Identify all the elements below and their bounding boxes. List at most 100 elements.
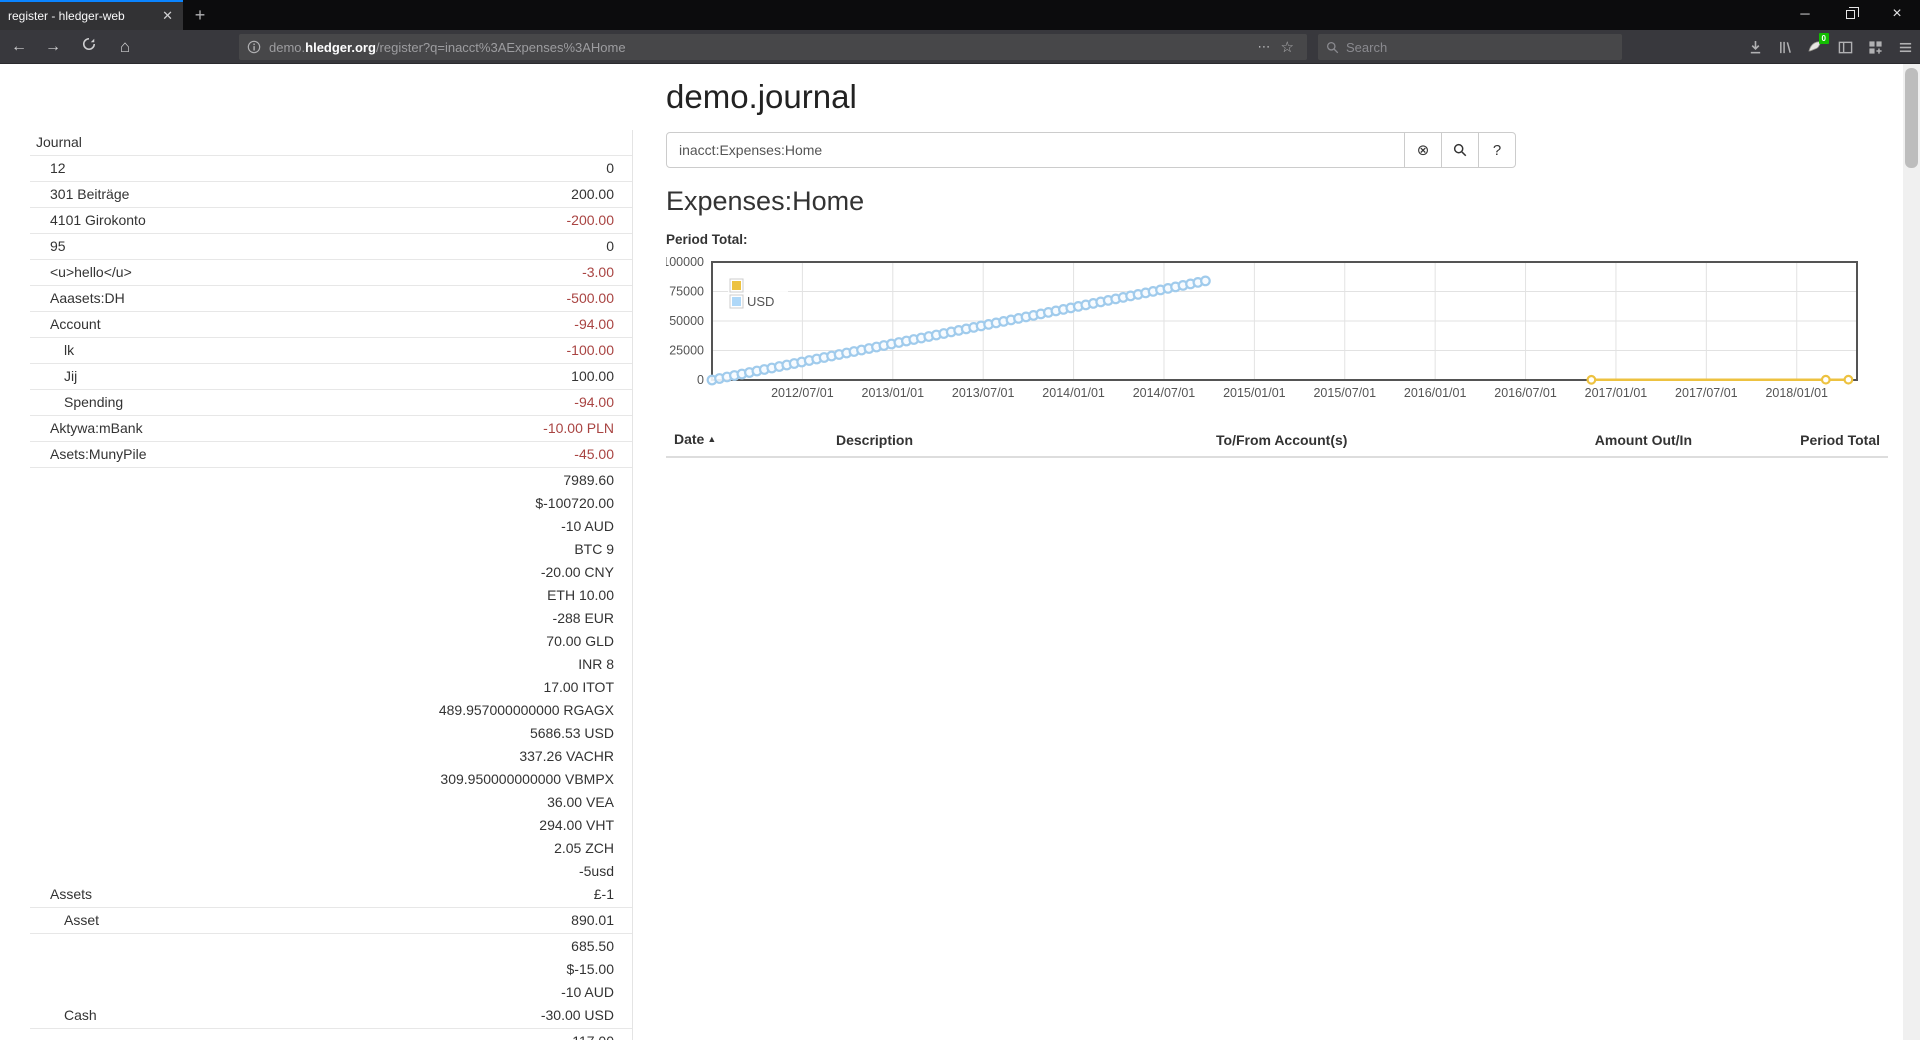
account-balance: 200.00 xyxy=(571,186,614,202)
account-balance: 100.00 xyxy=(571,368,614,384)
sidebar-account-row[interactable]: Assets 7989.60 $-100720.00 -10 AUD BTC 9 -20.… xyxy=(30,467,632,907)
account-link[interactable]: Aaasets:DH xyxy=(50,290,125,306)
svg-text:2016/07/01: 2016/07/01 xyxy=(1494,386,1557,400)
site-info-icon[interactable] xyxy=(247,40,261,54)
sidebar-account-row[interactable]: Account -94.00 xyxy=(30,311,632,337)
account-link[interactable]: 4101 Girokonto xyxy=(50,212,146,228)
sidebar-toggle-button[interactable] xyxy=(1830,35,1860,59)
scrollbar-thumb[interactable] xyxy=(1905,68,1918,168)
forward-button[interactable]: → xyxy=(45,38,61,55)
col-period-total[interactable]: Period Total xyxy=(1700,424,1888,458)
col-amount[interactable]: Amount Out/In xyxy=(1450,424,1700,458)
account-link[interactable]: Assets xyxy=(50,886,93,902)
svg-text:2013/01/01: 2013/01/01 xyxy=(862,386,925,400)
tab-close-icon[interactable]: ✕ xyxy=(162,8,173,23)
back-button[interactable]: ← xyxy=(11,38,27,55)
browser-search-field[interactable]: Search xyxy=(1318,34,1622,60)
page-scrollbar[interactable] xyxy=(1903,64,1920,1040)
account-link[interactable]: Cash xyxy=(64,1007,97,1023)
new-tab-button[interactable]: + xyxy=(194,5,206,25)
sidebar-account-row[interactable]: Aaasets:DH -500.00 xyxy=(30,285,632,311)
account-balance: -10.00 PLN xyxy=(543,420,614,436)
help-label: ? xyxy=(1492,141,1502,159)
svg-text:100000: 100000 xyxy=(666,255,704,269)
sidebar-account-row[interactable]: Spending -94.00 xyxy=(30,389,632,415)
period-total-label: Period Total: xyxy=(666,232,748,247)
sidebar-account-row[interactable]: Jij 100.00 xyxy=(30,363,632,389)
account-link[interactable]: <u>hello</u> xyxy=(50,264,132,280)
browser-navbar: ← → ⌂ demo.hledger.org/register?q=inacct… xyxy=(0,30,1920,64)
browser-tab[interactable]: register - hledger-web ✕ xyxy=(0,0,183,30)
account-link[interactable]: Aktywa:mBank xyxy=(50,420,143,436)
sidebar-journal-row[interactable]: Journal xyxy=(30,130,632,155)
sidebar-account-row[interactable]: lk -100.00 xyxy=(30,337,632,363)
sidebar-account-row[interactable]: 4101 Girokonto -200.00 xyxy=(30,207,632,233)
svg-text:USD: USD xyxy=(747,294,774,309)
col-description[interactable]: Description xyxy=(828,424,1208,458)
account-balance: -3.00 xyxy=(582,264,614,280)
downloads-button[interactable] xyxy=(1740,35,1770,59)
download-icon xyxy=(1750,40,1760,53)
svg-text:75000: 75000 xyxy=(669,285,704,299)
apps-grid-button[interactable] xyxy=(1860,35,1890,59)
search-submit-button[interactable] xyxy=(1441,132,1479,168)
journal-link[interactable]: Journal xyxy=(36,134,82,150)
svg-text:2012/07/01: 2012/07/01 xyxy=(771,386,834,400)
menu-button[interactable] xyxy=(1890,35,1920,59)
sidebar-account-row[interactable]: 301 Beiträge 200.00 xyxy=(30,181,632,207)
url-text[interactable]: demo.hledger.org/register?q=inacct%3AExp… xyxy=(269,39,626,55)
sidebar-account-row[interactable]: <u>hello</u> -3.00 xyxy=(30,259,632,285)
account-link[interactable]: 301 Beiträge xyxy=(50,186,130,202)
library-button[interactable] xyxy=(1770,35,1800,59)
sidebar-account-row[interactable]: Asets:MunyPile -45.00 xyxy=(30,441,632,467)
page-actions-icon[interactable]: ⋯ xyxy=(1257,39,1271,54)
account-balance: -500.00 xyxy=(566,290,614,306)
tab-title: register - hledger-web xyxy=(8,9,125,23)
help-button[interactable]: ? xyxy=(1478,132,1516,168)
period-total-chart: 0 25000 50000 75000 100000 2012/07/01 2013/01/… xyxy=(662,250,1888,407)
sidebar-account-row[interactable]: Aktywa:mBank -10.00 PLN xyxy=(30,415,632,441)
account-link[interactable]: Account xyxy=(50,316,101,332)
clear-search-button[interactable]: ⊗ xyxy=(1404,132,1442,168)
query-input[interactable] xyxy=(666,132,1405,168)
col-date[interactable]: Date ▲ xyxy=(666,424,828,458)
sidebar-toggle-icon xyxy=(1838,41,1852,53)
account-link[interactable]: Asset xyxy=(64,912,100,928)
period-total-chart-svg: 0 25000 50000 75000 100000 2012/07/01 2013/01/… xyxy=(662,255,1858,400)
search-form: ⊗ ? xyxy=(666,132,1516,168)
close-button[interactable]: × xyxy=(1892,5,1902,22)
account-link[interactable]: 12 xyxy=(50,160,66,176)
account-link[interactable]: Asets:MunyPile xyxy=(50,446,147,462)
restore-button[interactable] xyxy=(1833,0,1867,30)
minimize-button[interactable]: ─ xyxy=(1800,6,1810,21)
bookmark-star-icon[interactable]: ☆ xyxy=(1280,39,1294,56)
account-balance: 0 xyxy=(606,238,614,254)
svg-text:2018/01/01: 2018/01/01 xyxy=(1765,386,1828,400)
sidebar-account-row[interactable]: -117.00 xyxy=(30,1028,632,1040)
home-button[interactable]: ⌂ xyxy=(119,37,131,56)
accounts-sidebar: Journal 12 0 301 Beiträge 200.00 4101 Giroko… xyxy=(30,130,633,1040)
svg-text:2014/07/01: 2014/07/01 xyxy=(1133,386,1196,400)
sidebar-account-row[interactable]: Cash 685.50 $-15.00 -10 AUD -30.00 USD xyxy=(30,933,632,1028)
url-bar[interactable]: demo.hledger.org/register?q=inacct%3AExp… xyxy=(239,34,1307,60)
sidebar-account-row[interactable]: Asset 890.01 xyxy=(30,907,632,933)
account-balance: 685.50 $-15.00 -10 AUD -30.00 USD xyxy=(540,938,614,1023)
account-balance: 890.01 xyxy=(571,912,614,928)
apps-grid-icon xyxy=(1868,40,1882,54)
sidebar-account-row[interactable]: 12 0 xyxy=(30,155,632,181)
account-link[interactable]: Jij xyxy=(64,368,78,384)
extension-button[interactable]: 0 xyxy=(1800,33,1830,59)
account-link[interactable]: lk xyxy=(64,342,75,358)
account-link[interactable]: 95 xyxy=(50,238,66,254)
svg-text:0: 0 xyxy=(697,373,704,387)
search-placeholder: Search xyxy=(1346,39,1388,55)
account-heading: Expenses:Home xyxy=(666,186,865,216)
account-link[interactable]: Spending xyxy=(64,394,124,410)
library-icon xyxy=(1779,41,1791,53)
svg-text:2013/07/01: 2013/07/01 xyxy=(952,386,1015,400)
extension-icon xyxy=(1808,41,1822,52)
register-table: Date ▲ Description To/From Account(s) Amo… xyxy=(666,424,1888,458)
sidebar-account-row[interactable]: 95 0 xyxy=(30,233,632,259)
col-account[interactable]: To/From Account(s) xyxy=(1208,424,1450,458)
refresh-button[interactable] xyxy=(76,35,102,59)
